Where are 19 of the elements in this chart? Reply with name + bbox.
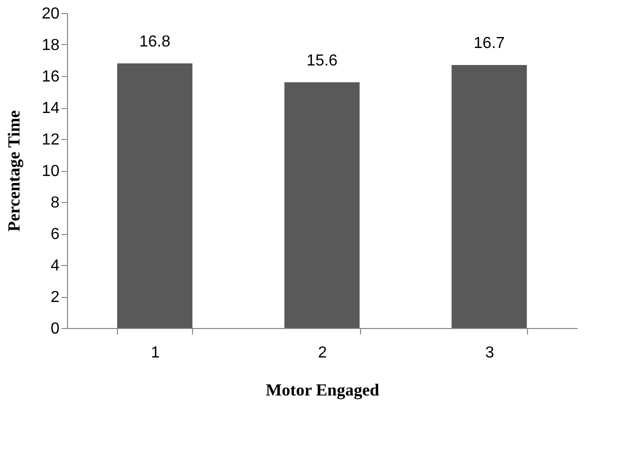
y-tick-label: 4	[50, 258, 60, 274]
y-tick-label: 20	[42, 6, 60, 22]
y-tick-label: 16	[42, 68, 60, 86]
y-tick-label: 6	[50, 226, 60, 243]
y-tick-label: 14	[42, 100, 60, 117]
y-tick-label: 2	[50, 289, 60, 306]
data-label: 16.8	[139, 33, 170, 50]
data-label: 16.7	[474, 34, 505, 52]
x-tick-label: 2	[318, 344, 328, 362]
y-axis-title: Percentage Time	[4, 110, 24, 232]
x-tick-label: 3	[485, 344, 494, 362]
y-tick-label: 12	[42, 132, 60, 148]
y-tick-label: 18	[42, 37, 60, 54]
y-tick-label: 10	[42, 163, 60, 180]
y-tick-label: 0	[50, 320, 60, 338]
x-tick-label: 1	[150, 344, 160, 362]
x-axis-title: Motor Engaged	[266, 380, 380, 400]
data-label: 15.6	[306, 52, 338, 70]
y-tick-label: 8	[50, 194, 60, 212]
